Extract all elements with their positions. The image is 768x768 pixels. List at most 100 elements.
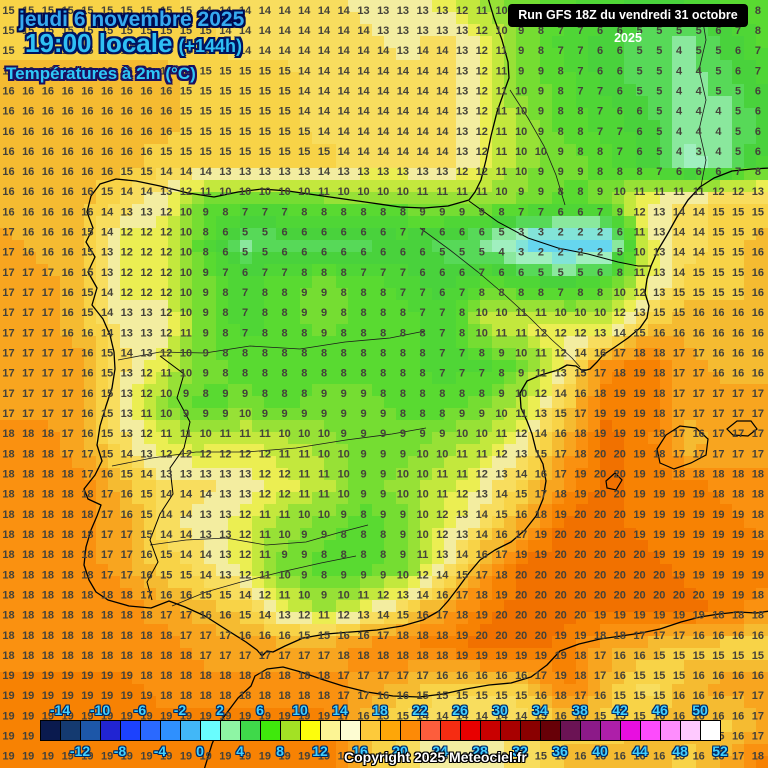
temperature-value: 18 [180, 650, 192, 662]
temperature-value: 15 [614, 710, 626, 722]
temperature-value: 16 [278, 630, 290, 642]
temperature-value: 10 [298, 589, 310, 601]
temperature-value: 13 [101, 267, 113, 279]
temperature-value: 9 [321, 307, 327, 319]
temperature-value: 15 [180, 569, 192, 581]
temperature-value: 8 [420, 408, 426, 420]
temperature-value: 8 [577, 287, 583, 299]
temperature-value: 15 [121, 166, 133, 178]
temperature-value: 5 [735, 85, 741, 97]
temperature-value: 11 [496, 146, 508, 158]
temperature-value: 19 [555, 670, 567, 682]
temperature-value: 15 [239, 146, 251, 158]
temperature-value: 10 [555, 307, 567, 319]
temperature-value: 18 [101, 630, 113, 642]
temperature-value: 16 [2, 166, 14, 178]
temperature-value: 16 [42, 106, 54, 118]
temperature-value: 14 [200, 5, 213, 17]
temperature-value: 17 [574, 690, 586, 702]
temperature-value: 15 [633, 690, 645, 702]
temperature-value: 18 [42, 549, 54, 561]
temperature-value: 13 [180, 469, 192, 481]
temperature-value: 2 [577, 227, 583, 239]
temperature-value: 10 [476, 307, 488, 319]
temperature-value: 10 [495, 25, 507, 37]
temperature-value: 16 [732, 348, 744, 360]
temperature-value: 14 [338, 25, 351, 37]
temperature-value: 10 [357, 186, 369, 198]
temperature-value: 19 [219, 751, 231, 763]
temperature-value: 19 [574, 489, 586, 501]
temperature-value: 11 [259, 509, 271, 521]
temperature-value: 15 [594, 710, 606, 722]
temperature-value: 5 [262, 247, 268, 259]
temperature-value: 16 [752, 630, 764, 642]
river-path [419, 227, 581, 368]
temperature-value: 19 [535, 650, 547, 662]
temperature-value: 11 [476, 448, 488, 460]
temperature-value: 15 [259, 106, 271, 118]
temperature-value: 16 [476, 549, 488, 561]
temperature-value: 19 [81, 670, 93, 682]
temperature-value: 7 [439, 348, 445, 360]
temperature-value: 20 [476, 630, 488, 642]
temperature-value: 12 [278, 489, 290, 501]
temperature-value: 18 [653, 428, 665, 440]
river-path [117, 330, 426, 361]
temperature-value: 15 [160, 45, 172, 57]
temperature-value: 17 [2, 327, 14, 339]
temperature-value: 16 [101, 146, 113, 158]
temperature-value: 14 [357, 146, 370, 158]
temperature-value: 13 [653, 267, 665, 279]
temperature-value: 19 [101, 731, 113, 743]
temperature-value: 11 [535, 348, 547, 360]
temperature-value: 15 [2, 45, 14, 57]
temperature-value: 19 [278, 710, 290, 722]
temperature-value: 18 [101, 650, 113, 662]
temperature-value: 14 [239, 45, 252, 57]
temperature-value: 8 [262, 388, 268, 400]
temperature-value: 17 [42, 267, 54, 279]
temperature-value: 19 [495, 589, 507, 601]
temperature-value: 12 [140, 227, 152, 239]
temperature-value: 7 [459, 368, 465, 380]
temperature-value: 18 [752, 469, 764, 481]
temperature-value: 16 [81, 166, 93, 178]
temperature-value: 12 [180, 186, 192, 198]
temperature-value: 15 [397, 710, 409, 722]
temperature-value: 20 [535, 569, 547, 581]
temperature-value: 16 [515, 670, 527, 682]
temperature-value: 20 [574, 549, 586, 561]
temperature-value: 19 [42, 710, 54, 722]
temperature-value: 15 [160, 146, 172, 158]
temperature-value: 19 [732, 529, 744, 541]
temperature-value: 19 [101, 751, 113, 763]
temperature-value: 17 [318, 650, 330, 662]
temperature-value: 18 [22, 589, 34, 601]
temperature-value: 16 [140, 85, 152, 97]
temperature-value: 16 [712, 327, 724, 339]
temperature-value: 17 [121, 569, 133, 581]
temperature-value: 14 [436, 126, 449, 138]
temperature-value: 8 [558, 126, 564, 138]
temperature-value: 15 [180, 25, 192, 37]
temperature-value: 15 [62, 45, 74, 57]
temperature-value: 5 [656, 146, 662, 158]
temperature-value: 15 [673, 287, 685, 299]
temperature-value: 15 [101, 45, 113, 57]
temperature-value: 13 [495, 731, 507, 743]
temperature-value: 13 [140, 327, 152, 339]
temperature-value: 15 [693, 287, 705, 299]
temperature-value: 12 [121, 227, 133, 239]
temperature-value: 9 [360, 408, 366, 420]
temperature-value: 8 [380, 206, 386, 218]
temperature-value: 18 [62, 549, 74, 561]
temperature-value: 17 [298, 650, 310, 662]
temperature-value: 6 [715, 25, 721, 37]
temperature-value: 18 [22, 529, 34, 541]
temperature-value: 19 [653, 489, 665, 501]
temperature-value: 16 [752, 247, 764, 259]
temperature-value: 18 [22, 448, 34, 460]
border-path [468, 200, 651, 267]
temperature-value: 8 [400, 408, 406, 420]
